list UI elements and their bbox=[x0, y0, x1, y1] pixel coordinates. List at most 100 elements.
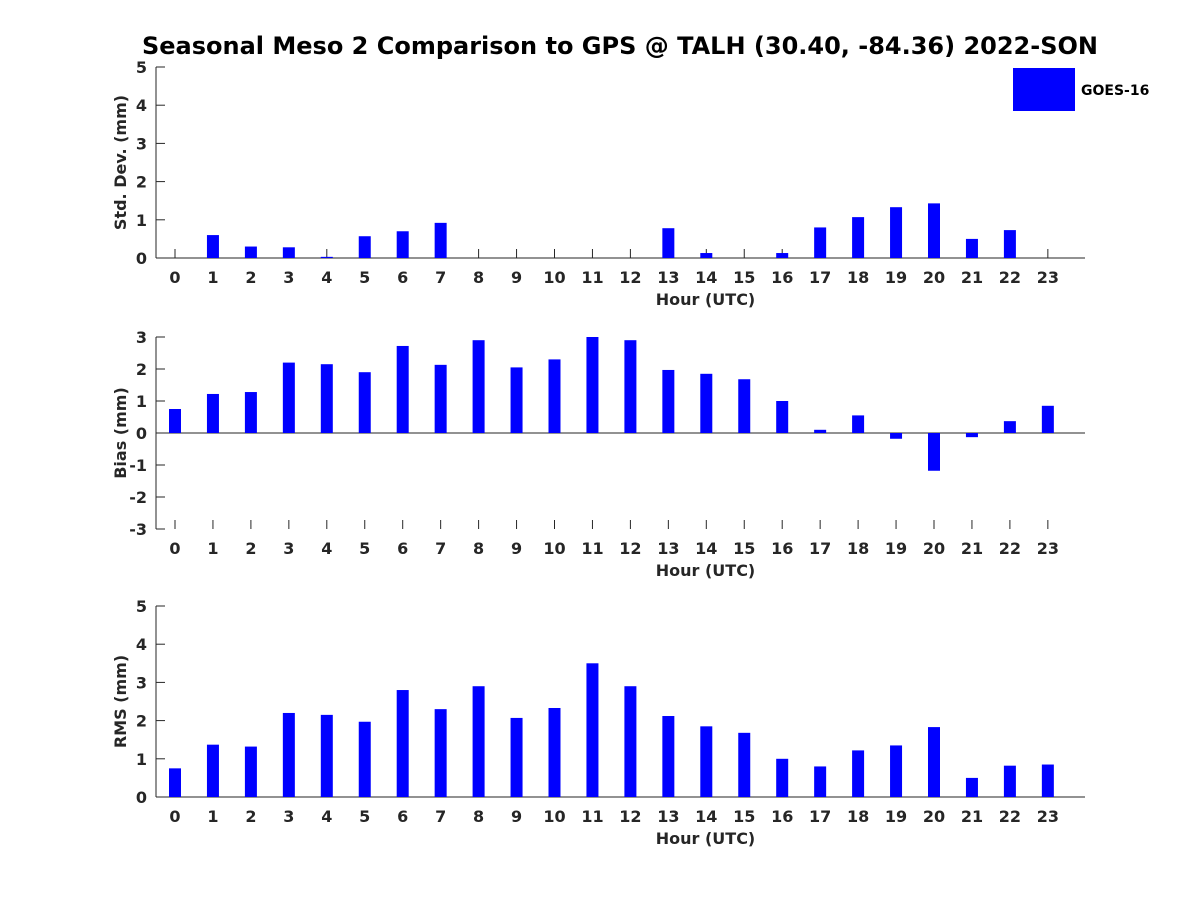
bar-std-hour-2 bbox=[244, 246, 257, 258]
y-tick-label: 1 bbox=[136, 392, 147, 411]
x-tick-label: 23 bbox=[1037, 807, 1059, 826]
legend: GOES-16 bbox=[1013, 68, 1149, 111]
y-tick-label: 0 bbox=[136, 788, 147, 807]
x-tick-label: 19 bbox=[885, 807, 907, 826]
bar-bias-hour-9 bbox=[510, 367, 523, 433]
bar-rms-hour-15 bbox=[738, 732, 751, 797]
bar-bias-hour-10 bbox=[548, 359, 561, 433]
bar-std-hour-6 bbox=[396, 231, 409, 258]
x-tick-label: 15 bbox=[733, 539, 755, 558]
bar-std-hour-21 bbox=[965, 238, 978, 258]
bar-bias-hour-8 bbox=[472, 340, 485, 433]
bar-bias-hour-16 bbox=[776, 401, 789, 433]
x-tick-label: 3 bbox=[283, 268, 294, 287]
x-tick-label: 4 bbox=[321, 807, 332, 826]
bar-bias-hour-15 bbox=[738, 379, 751, 433]
x-tick-label: 15 bbox=[733, 268, 755, 287]
x-tick-label: 4 bbox=[321, 539, 332, 558]
y-axis-label: Std. Dev. (mm) bbox=[111, 95, 130, 230]
legend-swatch-goes-16 bbox=[1013, 68, 1075, 111]
bar-rms-hour-5 bbox=[358, 721, 371, 797]
bar-rms-hour-19 bbox=[890, 745, 903, 797]
bar-bias-hour-19 bbox=[890, 433, 903, 439]
bar-bias-hour-1 bbox=[206, 393, 219, 433]
y-tick-label: -3 bbox=[129, 520, 147, 539]
x-tick-label: 7 bbox=[435, 268, 446, 287]
bar-rms-hour-16 bbox=[776, 758, 789, 797]
x-tick-label: 22 bbox=[999, 268, 1021, 287]
bar-rms-hour-2 bbox=[244, 746, 257, 797]
x-tick-label: 8 bbox=[473, 268, 484, 287]
x-tick-label: 11 bbox=[581, 268, 603, 287]
x-tick-label: 21 bbox=[961, 268, 983, 287]
x-tick-label: 6 bbox=[397, 539, 408, 558]
x-tick-label: 23 bbox=[1037, 268, 1059, 287]
y-tick-label: 0 bbox=[136, 249, 147, 268]
y-tick-label: 4 bbox=[136, 96, 147, 115]
x-tick-label: 14 bbox=[695, 539, 717, 558]
x-tick-label: 4 bbox=[321, 268, 332, 287]
bar-bias-hour-21 bbox=[965, 433, 978, 438]
bar-bias-hour-6 bbox=[396, 345, 409, 433]
bar-bias-hour-23 bbox=[1041, 405, 1054, 433]
x-tick-label: 3 bbox=[283, 807, 294, 826]
y-tick-label: -1 bbox=[129, 456, 147, 475]
x-tick-label: 16 bbox=[771, 807, 793, 826]
bar-std-hour-18 bbox=[852, 217, 865, 258]
bar-bias-hour-0 bbox=[169, 409, 181, 433]
x-tick-label: 9 bbox=[511, 268, 522, 287]
bar-bias-hour-22 bbox=[1003, 421, 1016, 433]
bar-std-hour-5 bbox=[358, 236, 371, 258]
bar-rms-hour-13 bbox=[662, 716, 675, 797]
x-tick-label: 20 bbox=[923, 807, 945, 826]
bar-rms-hour-3 bbox=[282, 712, 295, 797]
y-tick-label: 2 bbox=[136, 360, 147, 379]
x-tick-label: 6 bbox=[397, 807, 408, 826]
x-tick-label: 20 bbox=[923, 268, 945, 287]
x-tick-label: 18 bbox=[847, 807, 869, 826]
bar-std-hour-7 bbox=[434, 222, 447, 258]
x-tick-label: 12 bbox=[619, 807, 641, 826]
x-tick-label: 0 bbox=[169, 268, 180, 287]
bar-bias-hour-13 bbox=[662, 369, 675, 433]
bar-rms-hour-0 bbox=[169, 768, 181, 797]
x-tick-label: 1 bbox=[207, 807, 218, 826]
bar-rms-hour-8 bbox=[472, 686, 485, 797]
x-axis-label: Hour (UTC) bbox=[656, 290, 756, 309]
bar-rms-hour-4 bbox=[320, 714, 333, 797]
x-tick-label: 5 bbox=[359, 807, 370, 826]
x-tick-label: 15 bbox=[733, 807, 755, 826]
x-tick-label: 17 bbox=[809, 539, 831, 558]
x-tick-label: 10 bbox=[543, 268, 565, 287]
x-tick-label: 21 bbox=[961, 539, 983, 558]
x-tick-label: 22 bbox=[999, 539, 1021, 558]
x-tick-label: 18 bbox=[847, 539, 869, 558]
bar-std-hour-4 bbox=[320, 256, 333, 258]
bar-rms-hour-17 bbox=[814, 766, 827, 797]
legend-label-goes-16: GOES-16 bbox=[1081, 83, 1149, 99]
x-tick-label: 12 bbox=[619, 268, 641, 287]
chart-title: Seasonal Meso 2 Comparison to GPS @ TALH… bbox=[142, 32, 1098, 60]
y-tick-label: 2 bbox=[136, 712, 147, 731]
y-tick-label: 5 bbox=[136, 597, 147, 616]
x-tick-label: 16 bbox=[771, 539, 793, 558]
bar-bias-hour-5 bbox=[358, 372, 371, 433]
bar-rms-hour-6 bbox=[396, 690, 409, 797]
x-tick-label: 14 bbox=[695, 268, 717, 287]
bar-bias-hour-20 bbox=[928, 433, 940, 471]
bar-rms-hour-22 bbox=[1003, 765, 1016, 797]
y-tick-label: 2 bbox=[136, 173, 147, 192]
y-tick-label: 1 bbox=[136, 750, 147, 769]
x-tick-label: 14 bbox=[695, 807, 717, 826]
bar-std-hour-1 bbox=[206, 235, 219, 258]
x-tick-label: 9 bbox=[511, 807, 522, 826]
x-tick-label: 20 bbox=[923, 539, 945, 558]
bar-rms-hour-23 bbox=[1041, 764, 1054, 797]
y-axis-label: Bias (mm) bbox=[111, 387, 130, 479]
bar-std-hour-14 bbox=[700, 253, 713, 258]
x-tick-label: 17 bbox=[809, 268, 831, 287]
bar-bias-hour-12 bbox=[624, 340, 637, 433]
x-tick-label: 13 bbox=[657, 807, 679, 826]
